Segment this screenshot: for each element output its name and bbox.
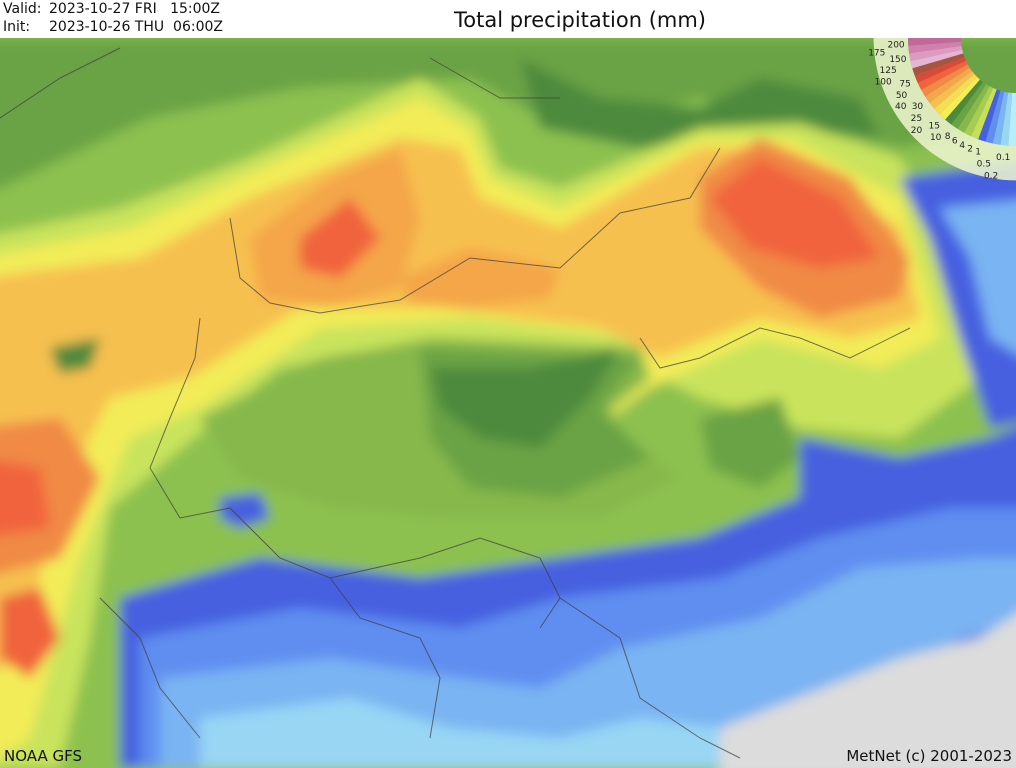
legend-level-label: 6 <box>952 137 958 147</box>
legend-level-label: 0.2 <box>984 171 998 181</box>
legend-level-label: 50 <box>896 91 908 101</box>
legend-level-label: 0.5 <box>977 159 991 169</box>
precipitation-map[interactable] <box>0 38 1016 768</box>
legend-swatch <box>921 64 970 97</box>
legend-swatch <box>945 79 984 125</box>
legend-swatch <box>971 88 997 140</box>
init-time: Init: 2023-10-26 THU 06:00Z <box>3 18 223 36</box>
legend-swatch <box>993 91 1009 145</box>
header: Valid: 2023-10-27 FRI 15:00Z Init: 2023-10… <box>0 0 1016 38</box>
legend-level-label: 200 <box>887 41 904 51</box>
legend-level-label: 30 <box>912 102 924 112</box>
legend-background <box>873 38 1016 181</box>
legend-level-label: 175 <box>868 48 885 58</box>
legend-level-label: 1 <box>975 147 981 157</box>
legend-level-label: 8 <box>945 132 951 142</box>
legend-swatch <box>914 57 966 83</box>
precipitation-fields <box>0 38 1016 768</box>
legend-swatch <box>925 67 972 103</box>
model-label: NOAA GFS <box>4 747 82 765</box>
legend-level-label: 20 <box>911 126 923 136</box>
legend-level-label: 75 <box>899 79 910 89</box>
legend-swatch <box>909 45 963 61</box>
init-value: 2023-10-26 THU 06:00Z <box>49 19 223 35</box>
legend-level-label: 100 <box>875 78 892 88</box>
legend-swatch <box>912 53 965 76</box>
legend-level-label: 125 <box>880 66 897 76</box>
legend-swatch <box>929 70 975 109</box>
legend-level-label: 40 <box>895 102 907 112</box>
legend-swatch <box>917 60 968 90</box>
legend-swatch <box>908 38 962 46</box>
copyright-label: MetNet (c) 2001-2023 <box>846 747 1012 765</box>
valid-value: 2023-10-27 FRI 15:00Z <box>49 1 221 17</box>
legend-level-label: 2 <box>967 144 973 154</box>
legend-level-label: 10 <box>930 133 942 143</box>
legend-swatch <box>951 82 987 129</box>
legend-swatch <box>978 89 1001 142</box>
legend-swatch <box>934 74 978 115</box>
legend-level-label: 25 <box>911 114 922 124</box>
legend-swatch <box>964 86 994 137</box>
legend-swatch <box>985 90 1005 144</box>
legend-swatch <box>957 84 990 133</box>
init-label: Init: <box>3 19 31 35</box>
valid-time: Valid: 2023-10-27 FRI 15:00Z <box>3 0 220 18</box>
map-title: Total precipitation (mm) <box>454 8 706 32</box>
legend-swatch <box>910 49 964 69</box>
legend-swatch <box>1008 92 1016 146</box>
legend-level-label: 150 <box>889 55 906 65</box>
legend-swatch <box>1000 92 1013 146</box>
legend-swatch <box>908 41 962 54</box>
legend-level-label: 0.1 <box>996 153 1010 163</box>
country-borders <box>0 47 911 759</box>
legend-swatch <box>939 76 980 120</box>
legend-level-label: 4 <box>959 141 965 151</box>
legend-level-label: 15 <box>929 121 940 131</box>
valid-label: Valid: <box>3 1 42 17</box>
